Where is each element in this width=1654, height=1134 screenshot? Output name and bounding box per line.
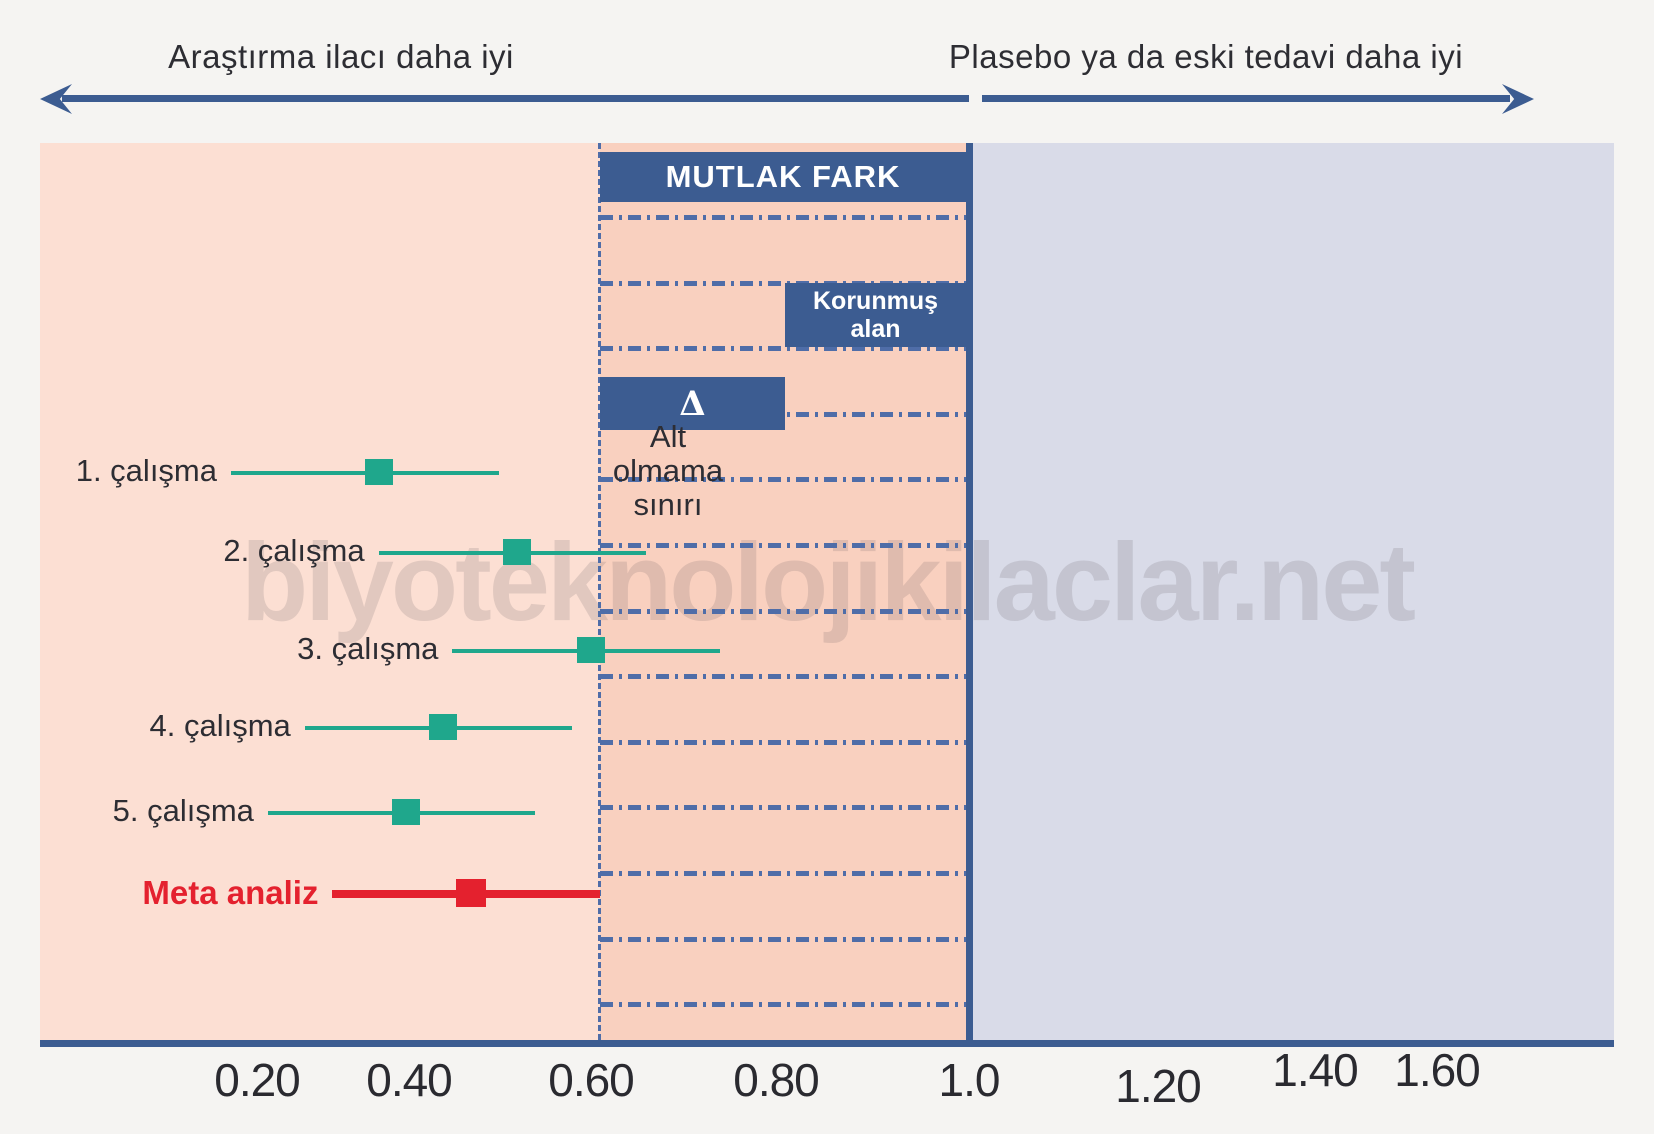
- protected-area-label: Korunmuş alan: [813, 287, 938, 343]
- estimate-marker: [576, 637, 605, 663]
- study-label-text: 2. çalışma: [223, 533, 365, 568]
- study-label: 4. çalışma: [0, 708, 291, 744]
- study-label-text: 4. çalışma: [149, 708, 291, 743]
- protected-area-box: Korunmuş alan: [785, 283, 966, 347]
- left-arrow: [62, 95, 969, 102]
- right-region-title: Plasebo ya da eski tedavi daha iyi: [948, 38, 1464, 75]
- x-tick-label: 0.60: [548, 1054, 635, 1106]
- x-tick-label: 1.40: [1272, 1044, 1359, 1096]
- band-gridline: [600, 543, 966, 548]
- band-gridline: [600, 280, 966, 286]
- study-label-text: 1. çalışma: [75, 453, 217, 488]
- x-tick-label: 1.20: [1115, 1060, 1202, 1112]
- estimate-marker: [455, 879, 486, 907]
- estimate-marker: [429, 714, 458, 740]
- band-gridline: [600, 608, 966, 614]
- comparator-better-region: [973, 143, 1614, 1040]
- x-tick-label: 1.60: [1394, 1044, 1481, 1096]
- band-gridline: [600, 346, 966, 352]
- study-label: 3. çalışma: [38, 631, 438, 667]
- band-gridline: [600, 1002, 966, 1008]
- study-label-text: Meta analiz: [142, 874, 319, 911]
- delta-box: Δ: [600, 377, 785, 430]
- band-gridline: [600, 805, 966, 811]
- study-label: Meta analiz: [0, 874, 318, 912]
- band-gridline: [600, 215, 966, 220]
- band-gridline: [600, 936, 966, 942]
- study-label: 2. çalışma: [0, 533, 365, 569]
- x-tick-label: 1.0: [938, 1054, 1001, 1106]
- estimate-marker: [364, 459, 393, 485]
- study-label-text: 3. çalışma: [297, 631, 439, 666]
- non-inferiority-margin-label: Alt olmama sınırı: [612, 419, 724, 522]
- x-tick-label: 0.80: [733, 1054, 820, 1106]
- x-tick-label: 0.20: [214, 1054, 301, 1106]
- band-gridline: [600, 871, 966, 876]
- band-gridline: [600, 477, 966, 483]
- x-axis-line: [40, 1040, 1614, 1047]
- left-region-title: Araştırma ilacı daha iyi: [168, 38, 514, 75]
- non-inferiority-margin-line: [598, 143, 601, 1040]
- study-label: 1. çalışma: [0, 453, 217, 489]
- study-label: 5. çalışma: [0, 793, 254, 829]
- estimate-marker: [392, 799, 421, 825]
- band-gridline: [600, 739, 966, 745]
- delta-symbol: Δ: [679, 383, 706, 424]
- x-tick-label: 0.40: [366, 1054, 453, 1106]
- right-arrow: [982, 95, 1510, 102]
- band-title-box: MUTLAK FARK: [600, 152, 966, 202]
- estimate-marker: [502, 539, 531, 565]
- reference-line: [966, 143, 973, 1040]
- band-title: MUTLAK FARK: [665, 159, 901, 194]
- band-gridline: [600, 674, 966, 680]
- study-label-text: 5. çalışma: [112, 793, 254, 828]
